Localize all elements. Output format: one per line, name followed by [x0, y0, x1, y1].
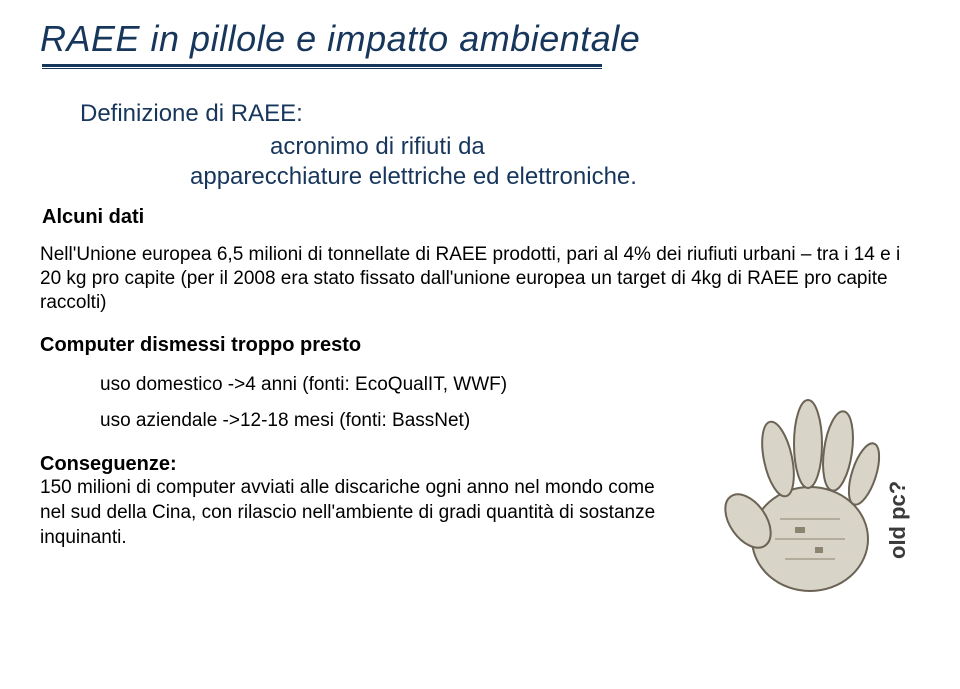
- handprint-image: old pc?: [700, 389, 920, 609]
- page-title: RAEE in pillole e impatto ambientale: [40, 18, 920, 60]
- definition-label: Definizione di RAEE:: [80, 100, 920, 128]
- definition-block: Definizione di RAEE: acronimo di rifiuti…: [80, 100, 920, 192]
- definition-body: acronimo di rifiuti da apparecchiature e…: [80, 132, 920, 192]
- definition-line2: apparecchiature elettriche ed elettronic…: [190, 162, 637, 192]
- conseguenze-body: 150 milioni di computer avviati alle dis…: [40, 476, 680, 550]
- dismessi-heading: Computer dismessi troppo presto: [40, 334, 920, 357]
- paragraph-union: Nell'Unione europea 6,5 milioni di tonne…: [40, 243, 920, 314]
- title-underline: [42, 64, 602, 72]
- definition-line1: acronimo di rifiuti da: [270, 133, 485, 160]
- handprint-caption: old pc?: [885, 481, 910, 559]
- slide: RAEE in pillole e impatto ambientale Def…: [0, 0, 960, 689]
- alcuni-dati-label: Alcuni dati: [42, 206, 920, 229]
